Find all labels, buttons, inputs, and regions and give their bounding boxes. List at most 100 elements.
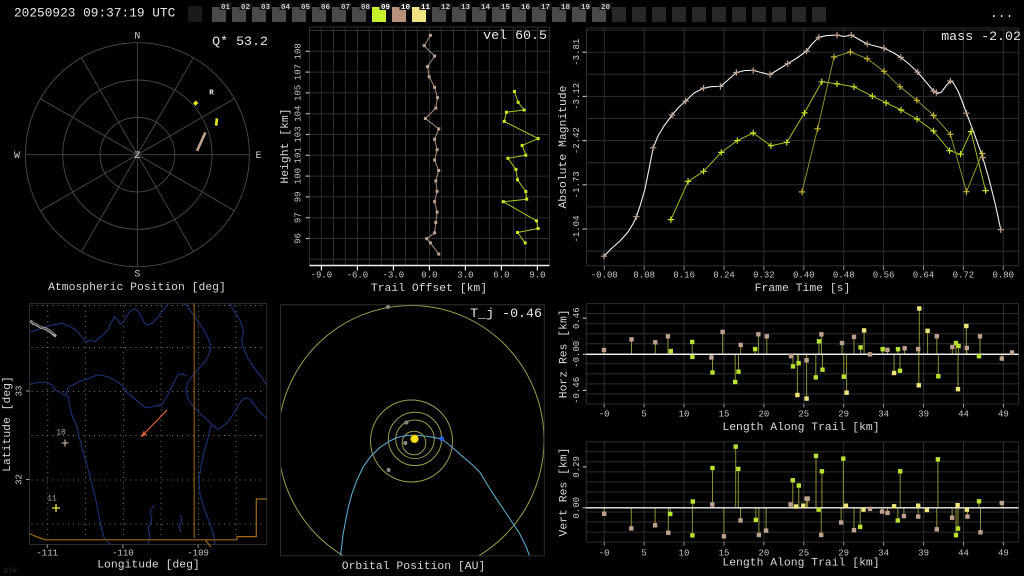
svg-text:15: 15 [719, 549, 730, 559]
svg-text:34: 34 [878, 549, 889, 559]
svg-text:N: N [134, 32, 140, 43]
svg-text:-9.0: -9.0 [311, 271, 333, 281]
svg-text:96: 96 [294, 233, 304, 244]
svg-text:Vert Res [km]: Vert Res [km] [559, 448, 571, 537]
svg-text:44: 44 [958, 549, 969, 559]
svg-text:101: 101 [294, 147, 304, 163]
svg-text:08: 08 [361, 4, 371, 12]
svg-text:05: 05 [301, 4, 311, 12]
svg-text:0.29: 0.29 [572, 456, 582, 478]
svg-text:...: ... [990, 6, 1013, 21]
svg-text:17: 17 [541, 4, 550, 12]
svg-text:29: 29 [838, 410, 849, 420]
svg-text:-110: -110 [112, 549, 134, 559]
svg-text:-3.81: -3.81 [572, 39, 582, 66]
svg-text:0.46: 0.46 [572, 307, 582, 329]
svg-text:20: 20 [758, 549, 769, 559]
svg-text:20: 20 [601, 4, 611, 12]
svg-text:0.72: 0.72 [953, 271, 975, 281]
svg-text:Absolute Magnitude: Absolute Magnitude [558, 85, 570, 208]
svg-text:10: 10 [679, 549, 690, 559]
svg-text:6.0: 6.0 [493, 271, 509, 281]
svg-text:Orbital Position [AU]: Orbital Position [AU] [342, 561, 486, 573]
svg-text:5: 5 [641, 549, 646, 559]
svg-text:0.0: 0.0 [421, 271, 437, 281]
svg-text:07: 07 [341, 4, 350, 12]
svg-text:W: W [14, 151, 20, 162]
svg-text:Length Along Trail [km]: Length Along Trail [km] [722, 422, 879, 434]
svg-text:0.80: 0.80 [992, 271, 1014, 281]
svg-text:11: 11 [47, 495, 57, 504]
svg-text:32: 32 [15, 474, 25, 485]
svg-text:Atmospheric Position [deg]: Atmospheric Position [deg] [48, 282, 226, 294]
svg-text:34: 34 [878, 410, 889, 420]
svg-text:104: 104 [294, 106, 304, 122]
svg-text:Z: Z [134, 151, 140, 162]
svg-text:39: 39 [918, 549, 929, 559]
svg-text:Longitude [deg]: Longitude [deg] [97, 560, 200, 572]
svg-text:25: 25 [798, 410, 809, 420]
svg-text:97: 97 [294, 212, 304, 223]
svg-text:16: 16 [521, 4, 531, 12]
svg-text:S: S [134, 270, 140, 281]
svg-text:49: 49 [998, 410, 1009, 420]
svg-text:0.32: 0.32 [753, 271, 775, 281]
svg-text:10: 10 [401, 4, 411, 12]
svg-text:-0.46: -0.46 [572, 377, 582, 404]
svg-text:-1.73: -1.73 [572, 171, 582, 198]
svg-text:9.0: 9.0 [529, 271, 545, 281]
svg-text:-0.00: -0.00 [572, 341, 582, 368]
svg-text:0.40: 0.40 [793, 271, 815, 281]
svg-text:-0: -0 [599, 549, 610, 559]
svg-text:33: 33 [15, 386, 25, 397]
svg-text:T_j -0.46: T_j -0.46 [470, 306, 542, 321]
svg-text:Trail Offset [km]: Trail Offset [km] [371, 283, 487, 295]
svg-text:49: 49 [998, 549, 1009, 559]
svg-text:13: 13 [461, 4, 471, 12]
svg-text:0.16: 0.16 [673, 271, 695, 281]
svg-text:29: 29 [838, 549, 849, 559]
svg-text:Latitude [deg]: Latitude [deg] [2, 376, 14, 472]
svg-text:vel 60.5: vel 60.5 [483, 28, 547, 43]
svg-text:Frame Time [s]: Frame Time [s] [755, 283, 851, 295]
svg-text:R: R [209, 90, 214, 98]
svg-text:-0: -0 [599, 410, 610, 420]
svg-text:-6.0: -6.0 [347, 271, 369, 281]
svg-text:108: 108 [294, 43, 304, 59]
svg-text:20250923 09:37:19 UTC: 20250923 09:37:19 UTC [14, 6, 176, 21]
svg-text:02: 02 [241, 4, 251, 12]
svg-text:15: 15 [719, 410, 730, 420]
svg-text:0.24: 0.24 [713, 271, 735, 281]
svg-text:-111: -111 [36, 549, 58, 559]
svg-text:01: 01 [221, 4, 231, 12]
svg-text:105: 105 [294, 85, 304, 101]
svg-text:5: 5 [641, 410, 646, 420]
svg-text:107: 107 [294, 64, 304, 80]
svg-text:04: 04 [281, 4, 291, 12]
svg-text:09: 09 [381, 4, 391, 12]
svg-text:Horz Res [km]: Horz Res [km] [559, 309, 571, 398]
svg-text:99: 99 [294, 191, 304, 202]
svg-text:0.64: 0.64 [913, 271, 935, 281]
svg-text:0.56: 0.56 [873, 271, 895, 281]
svg-text:03: 03 [261, 4, 271, 12]
svg-text:19: 19 [581, 4, 591, 12]
svg-text:10: 10 [56, 429, 66, 438]
svg-text:39: 39 [918, 410, 929, 420]
svg-text:E: E [255, 151, 261, 162]
svg-text:20: 20 [758, 410, 769, 420]
svg-text:Length Along Trail [km]: Length Along Trail [km] [722, 558, 879, 570]
svg-text:-2.42: -2.42 [572, 127, 582, 154]
svg-text:-3.12: -3.12 [572, 83, 582, 110]
svg-text:44: 44 [958, 410, 969, 420]
svg-text:0.48: 0.48 [833, 271, 855, 281]
svg-text:14: 14 [481, 4, 491, 12]
svg-text:15: 15 [501, 4, 511, 12]
svg-text:Height [km]: Height [km] [280, 108, 292, 183]
svg-text:11: 11 [421, 4, 431, 12]
svg-text:0.00: 0.00 [572, 497, 582, 519]
svg-text:-1.04: -1.04 [572, 215, 582, 242]
svg-text:pjw: pjw [4, 567, 17, 575]
svg-text:0.08: 0.08 [633, 271, 655, 281]
svg-text:10: 10 [679, 410, 690, 420]
